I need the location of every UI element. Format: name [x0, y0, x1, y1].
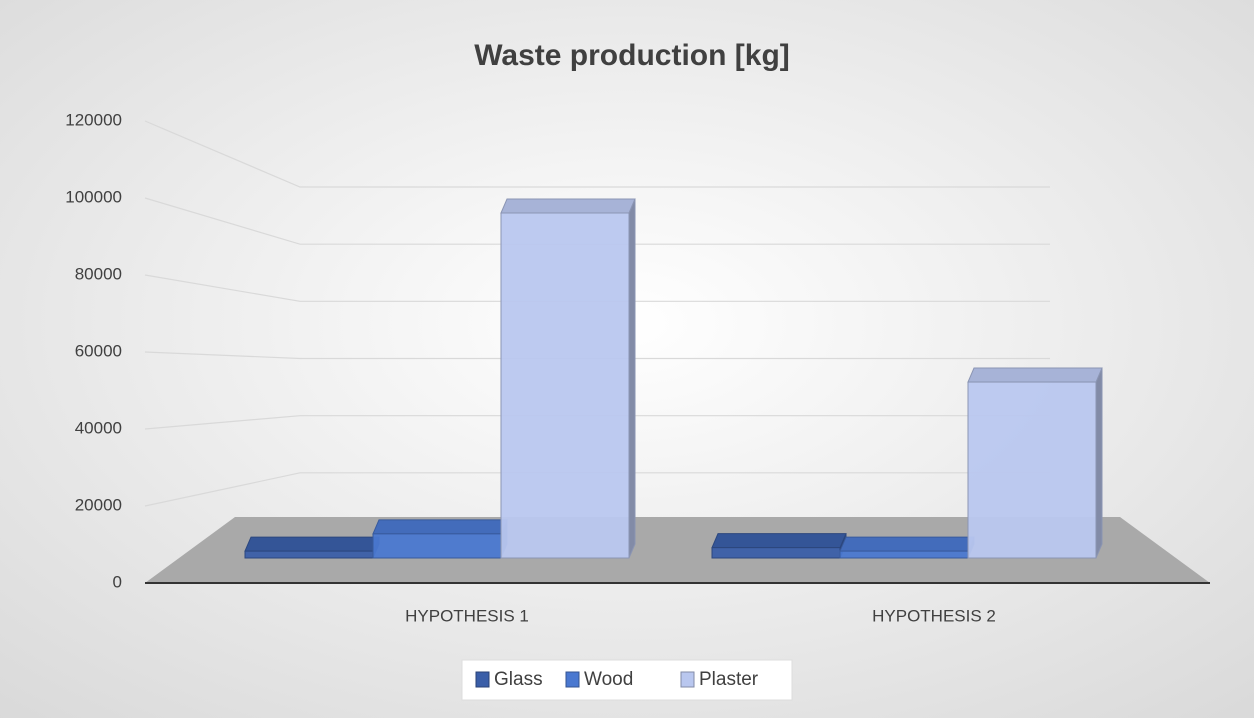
legend-label: Plaster — [699, 669, 759, 690]
grid-line — [144, 351, 1050, 360]
legend-swatch — [565, 671, 580, 688]
x-tick-label: HYPOTHESIS 1 — [405, 606, 529, 625]
y-tick-label: 20000 — [75, 495, 122, 514]
bar-top — [711, 533, 847, 549]
bar — [244, 550, 374, 559]
grid-line — [144, 120, 1050, 188]
bar-top — [967, 367, 1103, 383]
grid-line — [144, 472, 1050, 507]
y-tick-label: 80000 — [75, 264, 122, 283]
y-tick-label: 120000 — [65, 110, 122, 129]
legend-swatch — [680, 671, 695, 688]
legend-box — [461, 659, 793, 701]
bar — [967, 381, 1097, 559]
legend-label: Glass — [494, 669, 543, 690]
chart-title: Waste production [kg] — [474, 39, 790, 72]
bar — [500, 212, 630, 559]
bar — [711, 547, 841, 559]
bar-side — [1095, 367, 1103, 559]
bar-top — [244, 536, 380, 552]
bar-top — [839, 536, 975, 552]
bar — [372, 533, 502, 559]
legend-swatch — [475, 671, 490, 688]
bar-top — [372, 519, 508, 535]
grid-line — [144, 274, 1050, 302]
bar-side — [628, 198, 636, 559]
x-tick-label: HYPOTHESIS 2 — [872, 606, 996, 625]
legend: Glass Wood Plaster — [461, 659, 793, 701]
y-tick-label: 0 — [113, 572, 122, 591]
bar — [839, 550, 969, 559]
bar-top — [500, 198, 636, 214]
legend-label: Wood — [584, 669, 633, 690]
y-tick-label: 60000 — [75, 341, 122, 360]
grid-line — [144, 415, 1050, 430]
y-tick-label: 100000 — [65, 187, 122, 206]
y-tick-label: 40000 — [75, 418, 122, 437]
grid-line — [144, 197, 1050, 245]
